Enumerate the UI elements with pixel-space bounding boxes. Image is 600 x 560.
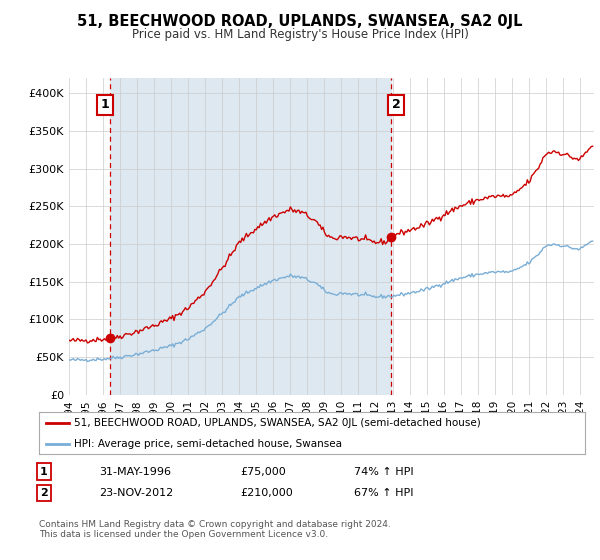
Text: 2: 2: [392, 98, 400, 111]
Text: 74% ↑ HPI: 74% ↑ HPI: [354, 466, 413, 477]
Text: 23-NOV-2012: 23-NOV-2012: [99, 488, 173, 498]
Bar: [69, 78, 110, 395]
Text: £210,000: £210,000: [240, 488, 293, 498]
Text: Price paid vs. HM Land Registry's House Price Index (HPI): Price paid vs. HM Land Registry's House …: [131, 28, 469, 41]
Text: 51, BEECHWOOD ROAD, UPLANDS, SWANSEA, SA2 0JL (semi-detached house): 51, BEECHWOOD ROAD, UPLANDS, SWANSEA, SA…: [74, 418, 481, 428]
Text: 51, BEECHWOOD ROAD, UPLANDS, SWANSEA, SA2 0JL: 51, BEECHWOOD ROAD, UPLANDS, SWANSEA, SA…: [77, 14, 523, 29]
Text: 2: 2: [40, 488, 47, 498]
Text: 67% ↑ HPI: 67% ↑ HPI: [354, 488, 413, 498]
Text: 1: 1: [101, 98, 109, 111]
Text: £75,000: £75,000: [240, 466, 286, 477]
Text: Contains HM Land Registry data © Crown copyright and database right 2024.
This d: Contains HM Land Registry data © Crown c…: [39, 520, 391, 539]
Text: 31-MAY-1996: 31-MAY-1996: [99, 466, 171, 477]
Bar: [110, 78, 391, 395]
Text: HPI: Average price, semi-detached house, Swansea: HPI: Average price, semi-detached house,…: [74, 440, 343, 449]
Text: 1: 1: [40, 466, 47, 477]
